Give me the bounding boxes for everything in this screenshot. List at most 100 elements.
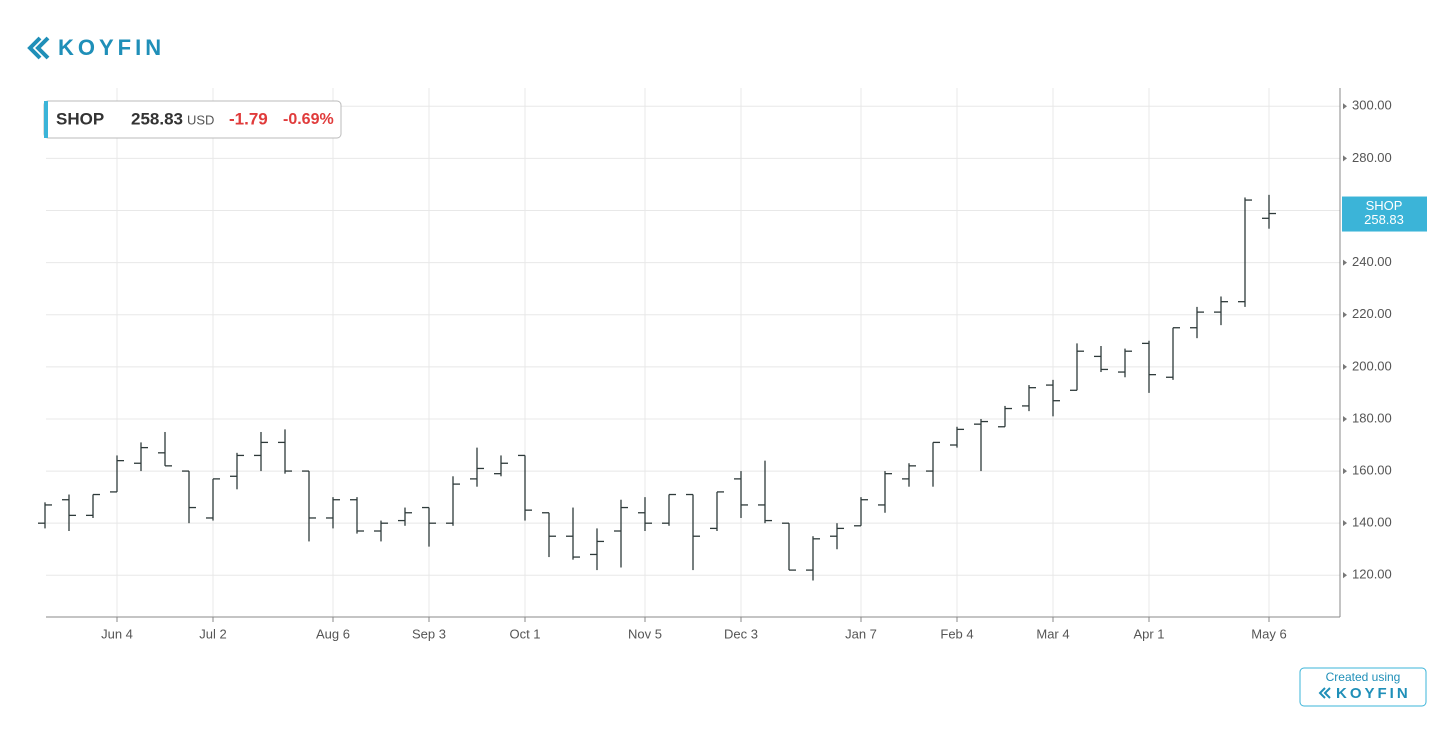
ohlc-bar — [1142, 340, 1156, 393]
y-tick-label: 300.00 — [1352, 98, 1392, 113]
ohlc-bar — [350, 497, 364, 534]
y-tick-mark — [1343, 259, 1347, 266]
ohlc-bar — [158, 431, 172, 467]
ohlc-bar — [38, 502, 52, 529]
ohlc-bar — [590, 528, 604, 571]
x-tick-label: Dec 3 — [724, 626, 758, 641]
ohlc-bar — [1046, 379, 1060, 417]
x-tick-label: Jan 7 — [845, 626, 877, 641]
quote-box: SHOP 258.83 USD -1.79 -0.69% — [43, 100, 342, 139]
quote-change-pct: -0.69% — [283, 111, 334, 128]
price-badge — [1342, 196, 1427, 232]
price-badge-price: 258.83 — [1364, 212, 1404, 227]
ohlc-bar — [806, 536, 820, 581]
logo-icon — [27, 36, 50, 60]
y-tick-mark — [1343, 103, 1347, 110]
x-tick-label: Aug 6 — [316, 626, 350, 641]
y-tick-mark — [1343, 415, 1347, 422]
y-tick-label: 120.00 — [1352, 567, 1392, 582]
ohlc-bar — [230, 452, 244, 490]
logo-text: KOYFIN — [58, 35, 165, 60]
y-tick-label: 240.00 — [1352, 254, 1392, 269]
ohlc-bar — [998, 405, 1012, 428]
ohlc-bar — [326, 497, 340, 529]
ohlc-bar — [86, 493, 100, 518]
ohlc-bar — [782, 522, 796, 571]
quote-change: -1.79 — [229, 109, 268, 128]
ohlc-bar — [950, 426, 964, 448]
ohlc-bar — [254, 431, 268, 472]
ohlc-bar — [1118, 348, 1132, 378]
ohlc-bar — [470, 447, 484, 487]
y-tick-label: 280.00 — [1352, 150, 1392, 165]
quote-ticker: SHOP — [56, 109, 104, 128]
x-tick-label: Feb 4 — [940, 626, 973, 641]
x-tick-label: Nov 5 — [628, 626, 662, 641]
ohlc-bar — [398, 507, 412, 526]
logo: KOYFIN — [27, 35, 165, 60]
y-tick-mark — [1343, 363, 1347, 370]
ohlc-bar — [62, 494, 76, 532]
x-tick-label: Mar 4 — [1036, 626, 1069, 641]
x-tick-label: Apr 1 — [1133, 626, 1164, 641]
ohlc-bar — [614, 499, 628, 568]
ohlc-bar — [518, 454, 532, 521]
y-tick-mark — [1343, 311, 1347, 318]
ohlc-bar — [1022, 385, 1036, 412]
ohlc-bar — [830, 523, 844, 550]
y-tick-mark — [1343, 572, 1347, 579]
ohlc-bar — [494, 455, 508, 477]
ohlc-bar — [878, 471, 892, 513]
ohlc-bar — [1190, 306, 1204, 339]
quote-price: 258.83 — [131, 109, 183, 128]
ohlc-bar — [638, 497, 652, 532]
ohlc-bar — [662, 493, 676, 526]
y-tick-mark — [1343, 468, 1347, 475]
x-tick-label: May 6 — [1251, 626, 1286, 641]
y-tick-mark — [1343, 520, 1347, 527]
y-tick-label: 160.00 — [1352, 463, 1392, 478]
ohlc-bar — [566, 507, 580, 560]
ohlc-bar — [182, 470, 196, 524]
ohlc-bar — [1238, 197, 1252, 307]
ohlc-bar — [734, 471, 748, 518]
marks — [38, 194, 1276, 581]
y-tick-mark — [1343, 155, 1347, 162]
y-tick-label: 200.00 — [1352, 358, 1392, 373]
quote-box-accent — [44, 101, 48, 138]
x-tick-label: Jul 2 — [199, 626, 226, 641]
footer-logo-icon — [1318, 687, 1331, 699]
x-tick-label: Jun 4 — [101, 626, 133, 641]
x-tick-label: Sep 3 — [412, 626, 446, 641]
footer-logo: KOYFIN — [1336, 685, 1411, 702]
ohlc-bar — [1166, 327, 1180, 380]
axes: 120.00 140.00 160.00 180.00 200.00 220.00 240.… — [46, 88, 1392, 641]
ohlc-bar — [206, 478, 220, 521]
y-tick-label: 220.00 — [1352, 306, 1392, 321]
ohlc-bar — [542, 512, 556, 558]
y-tick-label: 180.00 — [1352, 410, 1392, 425]
x-tick-label: Oct 1 — [509, 626, 540, 641]
ohlc-bar — [110, 455, 124, 493]
ohlc-bar — [446, 476, 460, 526]
ohlc-bar — [926, 441, 940, 487]
price-badge-ticker: SHOP — [1366, 198, 1403, 213]
ohlc-bar — [302, 470, 316, 542]
ohlc-bar — [710, 491, 724, 532]
ohlc-bar — [902, 463, 916, 487]
ohlc-bar — [278, 429, 292, 474]
ohlc-bar — [758, 460, 772, 524]
ohlc-bar — [1070, 343, 1084, 391]
ohlc-bar — [422, 506, 436, 547]
ohlc-bar — [374, 520, 388, 542]
ohlc-bar — [1214, 296, 1228, 326]
ohlc-bar — [134, 442, 148, 472]
footer-caption: Created using — [1326, 670, 1401, 684]
y-tick-label: 140.00 — [1352, 515, 1392, 530]
footer-frame — [1299, 667, 1427, 707]
ohlc-bar — [854, 497, 868, 527]
ohlc-bar — [1262, 194, 1276, 229]
footer: Created using KOYFIN — [1299, 667, 1427, 707]
